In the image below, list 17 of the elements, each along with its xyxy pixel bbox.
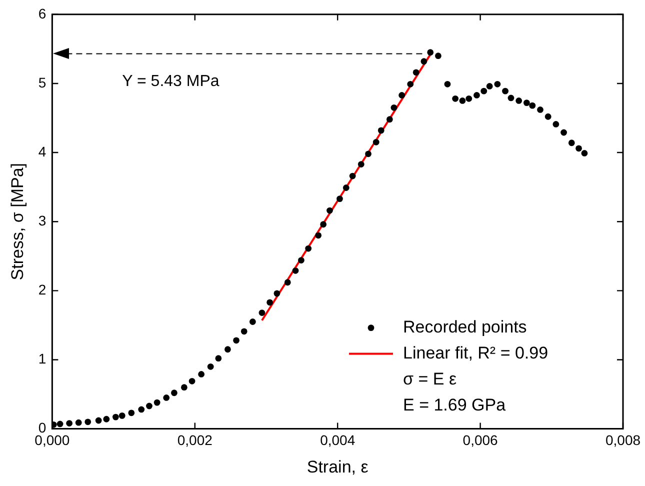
y-tick-label: 5 (38, 74, 46, 90)
ref-line-label: Y = 5.43 MPa (122, 73, 220, 90)
annotation: σ = E ε (403, 369, 457, 388)
x-tick-label: 0,006 (462, 432, 498, 448)
y-tick-label: 1 (38, 350, 46, 367)
x-tick-label: 0,008 (605, 432, 641, 448)
legend-label: Recorded points (403, 317, 527, 336)
y-tick-label: 2 (38, 282, 46, 298)
y-tick-label: 4 (38, 143, 46, 160)
y-tick-label: 6 (38, 5, 46, 22)
legend-label: Linear fit, R² = 0.99 (403, 343, 548, 362)
y-tick-label: 3 (38, 212, 46, 228)
x-tick-label: 0,002 (177, 432, 213, 448)
y-axis-title: Stress, σ [MPa] (8, 162, 27, 280)
annotation: E = 1.69 GPa (403, 395, 506, 414)
x-tick-label: 0,004 (320, 432, 356, 448)
x-axis-title: Strain, ε (306, 457, 369, 476)
